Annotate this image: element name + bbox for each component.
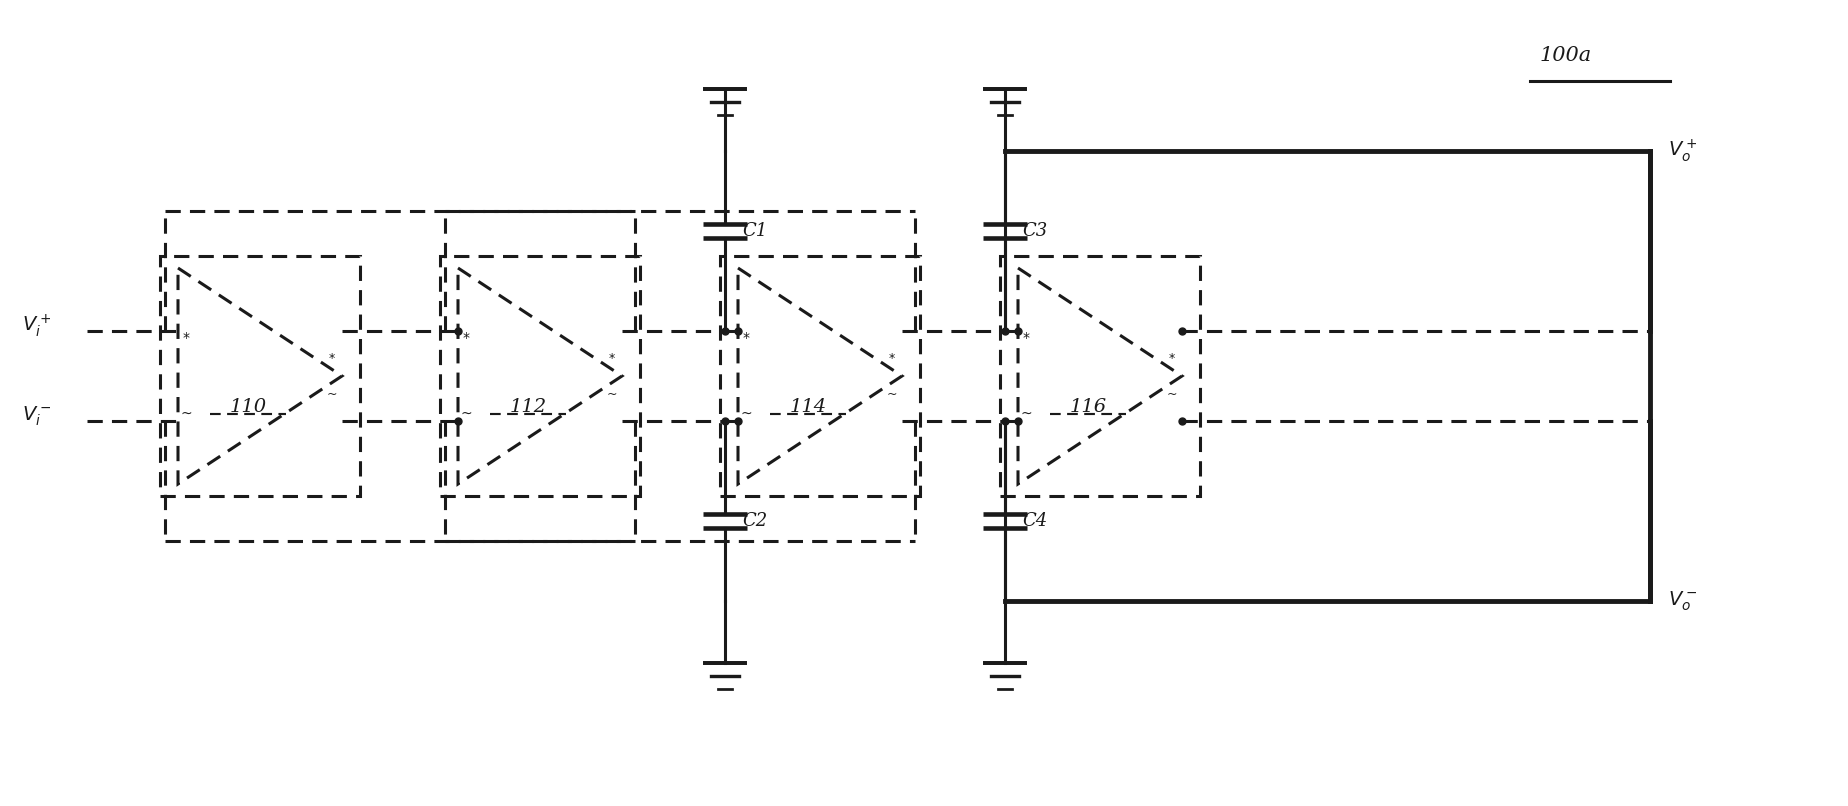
Text: ~: ~ — [887, 388, 896, 401]
Text: *: * — [329, 351, 334, 364]
Text: ~: ~ — [179, 407, 192, 421]
Text: ~: ~ — [327, 388, 336, 401]
Bar — [719, 256, 920, 496]
Text: 110: 110 — [229, 398, 266, 416]
Text: *: * — [889, 351, 894, 364]
Text: $V_i^+$: $V_i^+$ — [22, 313, 52, 339]
Bar — [440, 256, 639, 496]
Text: C3: C3 — [1022, 222, 1046, 240]
Text: *: * — [743, 331, 748, 345]
Text: ~: ~ — [606, 388, 617, 401]
Text: *: * — [608, 351, 615, 364]
Text: C4: C4 — [1022, 512, 1046, 530]
Text: 100a: 100a — [1539, 46, 1591, 65]
Text: C2: C2 — [741, 512, 767, 530]
Text: $V_o^+$: $V_o^+$ — [1667, 138, 1696, 164]
Text: $V_o^-$: $V_o^-$ — [1667, 589, 1696, 613]
Text: $V_i^-$: $V_i^-$ — [22, 405, 52, 428]
Text: 114: 114 — [789, 398, 826, 416]
Text: *: * — [1022, 331, 1029, 345]
Text: 112: 112 — [510, 398, 547, 416]
Text: 116: 116 — [1068, 398, 1105, 416]
Text: *: * — [1168, 351, 1175, 364]
Bar — [161, 256, 360, 496]
Text: *: * — [462, 331, 469, 345]
Text: ~: ~ — [1166, 388, 1177, 401]
Text: *: * — [183, 331, 188, 345]
Text: C1: C1 — [741, 222, 767, 240]
Text: ~: ~ — [460, 407, 471, 421]
Text: ~: ~ — [1020, 407, 1031, 421]
Text: ~: ~ — [739, 407, 752, 421]
Bar — [1000, 256, 1199, 496]
